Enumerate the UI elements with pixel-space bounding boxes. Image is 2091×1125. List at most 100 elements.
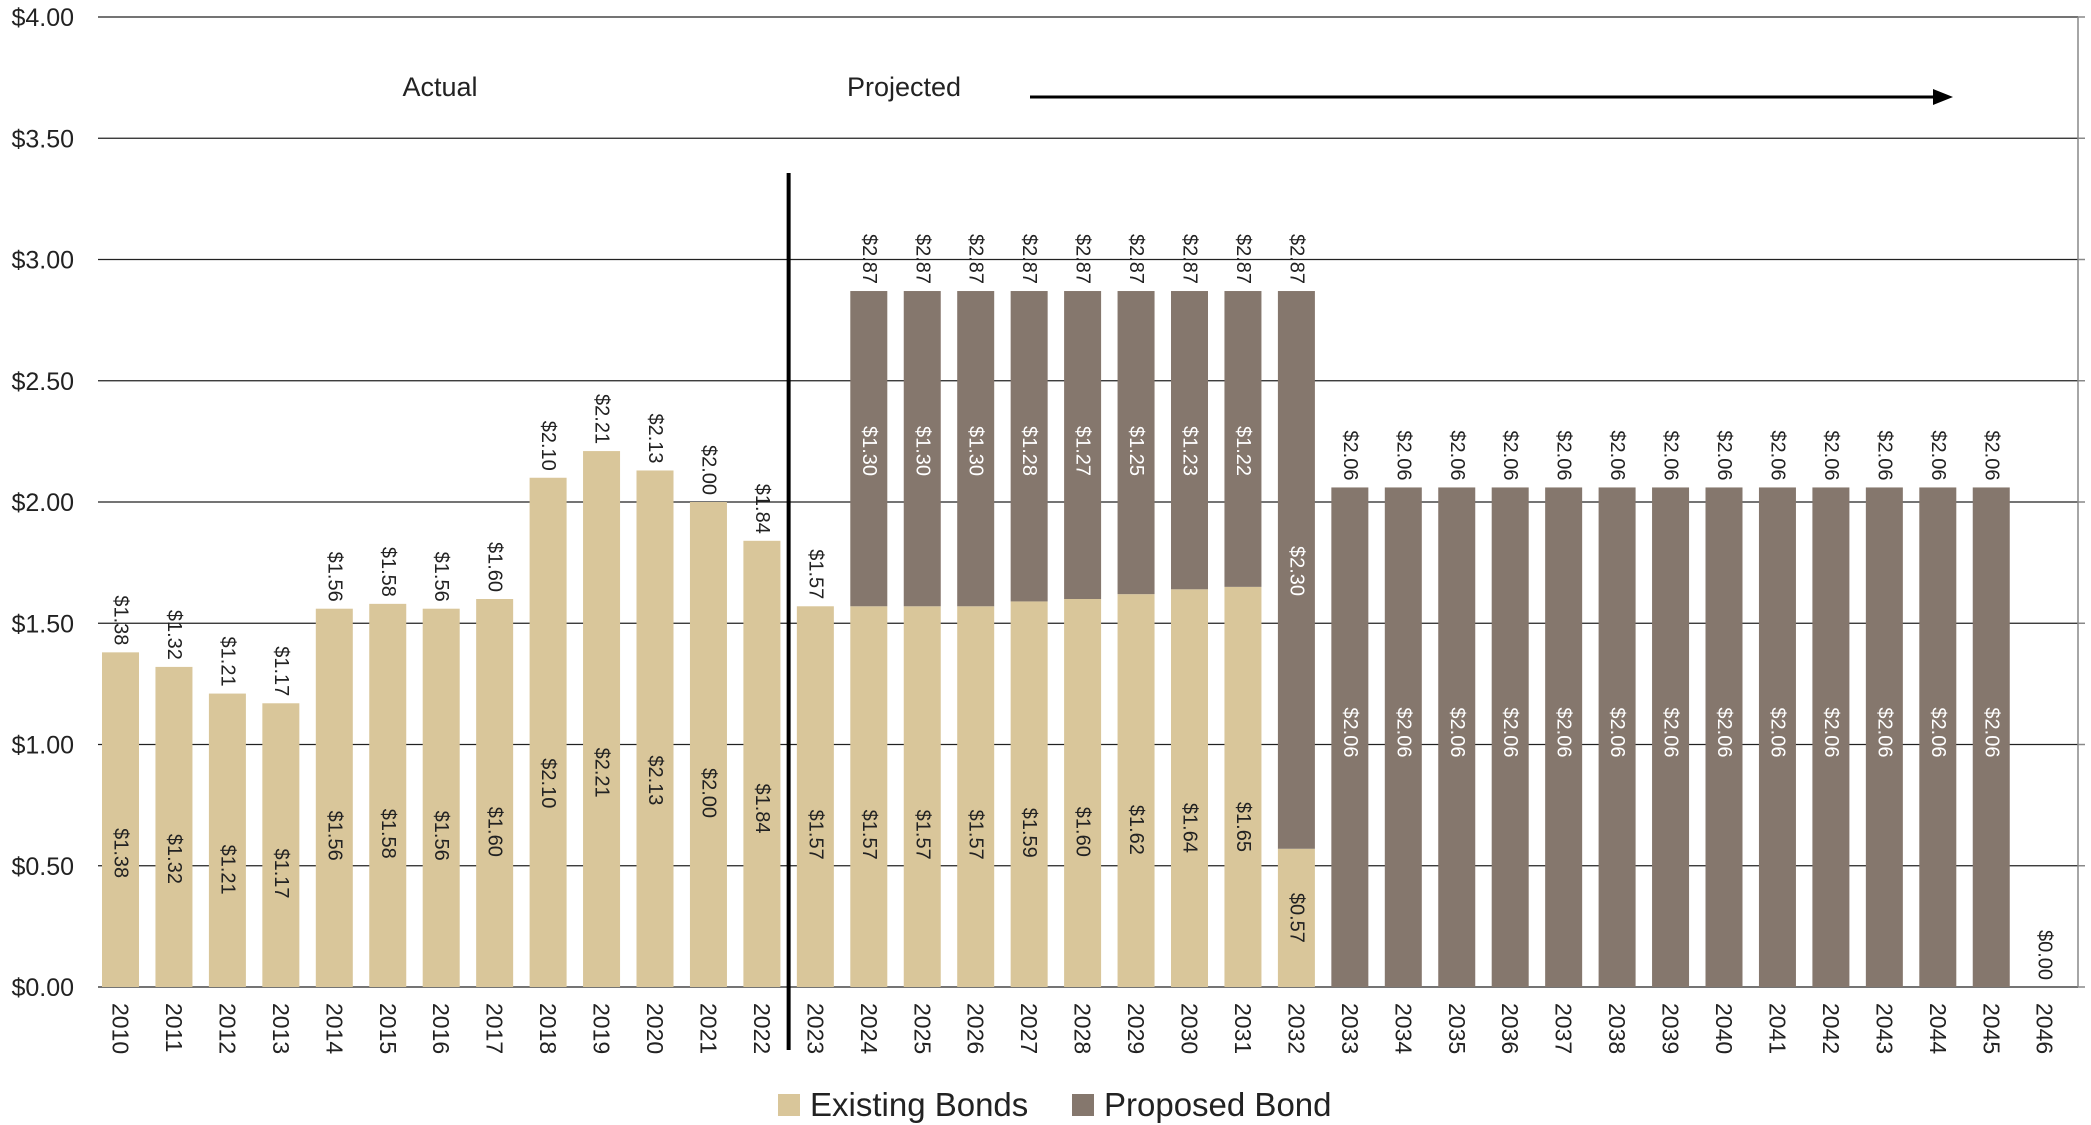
data-label-total: $1.56	[430, 552, 452, 602]
bar-existing-bonds	[1010, 601, 1048, 987]
x-tick-label: 2041	[1764, 1003, 1790, 1054]
y-tick-label: $4.00	[11, 4, 74, 32]
x-tick-label: 2026	[963, 1003, 989, 1054]
data-label-total: $1.60	[484, 542, 506, 592]
x-tick-label: 2025	[909, 1003, 935, 1054]
data-label-total: $2.21	[591, 394, 613, 444]
bar-existing-bonds	[743, 540, 781, 987]
x-tick-label: 2020	[642, 1003, 668, 1054]
legend-swatch-proposed	[1072, 1094, 1094, 1116]
bar-proposed-bond	[1010, 291, 1048, 602]
data-label-total: $2.10	[537, 421, 559, 471]
data-label-total: $2.06	[1339, 430, 1361, 480]
x-tick-label: 2023	[802, 1003, 828, 1054]
data-label-total: $2.87	[1125, 234, 1147, 284]
x-tick-label: 2032	[1283, 1003, 1309, 1054]
bar-proposed-bond	[1117, 291, 1155, 595]
data-label-total: $2.13	[644, 413, 666, 463]
bar-existing-bonds	[208, 693, 246, 987]
data-label-proposed: $2.06	[1873, 707, 1895, 757]
x-tick-label: 2042	[1818, 1003, 1844, 1054]
bar-existing-bonds	[1277, 848, 1315, 987]
bar-existing-bonds	[583, 451, 621, 987]
bar-existing-bonds	[529, 477, 567, 987]
data-label-existing: $1.57	[911, 810, 933, 860]
data-label-existing: $2.00	[697, 768, 719, 818]
x-tick-label: 2015	[375, 1003, 401, 1054]
x-tick-label: 2043	[1871, 1003, 1897, 1054]
x-tick-label: 2012	[214, 1003, 240, 1054]
data-label-proposed: $2.06	[1499, 707, 1521, 757]
bar-proposed-bond	[1064, 291, 1102, 599]
bar-proposed-bond	[1598, 487, 1636, 987]
x-tick-label: 2029	[1123, 1003, 1149, 1054]
bar-existing-bonds	[903, 606, 941, 987]
bar-proposed-bond	[1384, 487, 1422, 987]
bar-existing-bonds	[1171, 589, 1208, 987]
projection-arrow	[1030, 89, 1953, 105]
data-label-existing: $1.17	[270, 848, 292, 898]
bar-existing-bonds	[1064, 599, 1102, 987]
x-tick-label: 2013	[268, 1003, 294, 1054]
data-label-total: $2.87	[1232, 234, 1254, 284]
legend-swatch-existing	[778, 1094, 800, 1116]
bar-existing-bonds	[422, 608, 460, 987]
data-label-total: $2.06	[1446, 430, 1468, 480]
bar-existing-bonds	[262, 703, 300, 987]
data-label-proposed: $2.06	[1820, 707, 1842, 757]
data-label-proposed: $1.28	[1018, 426, 1040, 476]
bar-existing-bonds	[102, 652, 139, 987]
data-label-total: $2.06	[1499, 430, 1521, 480]
x-tick-label: 2027	[1016, 1003, 1042, 1054]
data-label-total: $2.06	[1392, 430, 1414, 480]
bar-proposed-bond	[1331, 487, 1369, 987]
data-label-existing: $1.56	[430, 811, 452, 861]
annotation-projected: Projected	[847, 72, 961, 102]
data-label-total: $1.32	[163, 610, 185, 660]
bar-proposed-bond	[1865, 487, 1903, 987]
data-label-total: $2.87	[1179, 234, 1201, 284]
x-tick-label: 2017	[482, 1003, 508, 1054]
data-label-total: $0.00	[2034, 930, 2056, 980]
bar-existing-bonds	[315, 608, 353, 987]
x-tick-label: 2045	[1978, 1003, 2004, 1054]
bar-proposed-bond	[1758, 487, 1796, 987]
data-label-proposed: $2.30	[1285, 546, 1307, 596]
data-label-total: $2.87	[1285, 234, 1307, 284]
data-label-total: $1.84	[751, 484, 773, 534]
data-label-total: $2.87	[1072, 234, 1094, 284]
data-label-existing: $1.32	[163, 834, 185, 884]
x-tick-label: 2016	[428, 1003, 454, 1054]
bar-existing-bonds	[636, 470, 674, 988]
data-label-total: $1.21	[216, 637, 238, 687]
data-label-proposed: $1.30	[911, 426, 933, 476]
data-label-total: $1.17	[270, 646, 292, 696]
data-label-total: $2.06	[1553, 430, 1575, 480]
y-tick-label: $2.50	[11, 368, 74, 396]
data-label-proposed: $1.30	[965, 426, 987, 476]
y-tick-label: $0.00	[11, 974, 74, 1002]
data-label-existing: $0.57	[1285, 893, 1307, 943]
data-label-total: $2.87	[1018, 234, 1040, 284]
x-tick-label: 2044	[1925, 1003, 1951, 1054]
bar-proposed-bond	[957, 291, 995, 607]
legend: Existing Bonds Proposed Bond	[778, 1086, 1332, 1123]
data-label-proposed: $2.06	[1392, 707, 1414, 757]
x-tick-label: 2034	[1390, 1003, 1416, 1054]
x-tick-label: 2036	[1497, 1003, 1523, 1054]
data-label-existing: $1.58	[377, 809, 399, 859]
y-tick-label: $2.00	[11, 489, 74, 517]
x-tick-label: 2033	[1337, 1003, 1363, 1054]
bar-proposed-bond	[1652, 487, 1690, 987]
data-label-existing: $1.56	[323, 811, 345, 861]
x-tick-label: 2022	[749, 1003, 775, 1054]
data-label-total: $2.87	[911, 234, 933, 284]
data-label-existing: $1.21	[216, 845, 238, 895]
bar-proposed-bond	[1812, 487, 1850, 987]
bar-proposed-bond	[1171, 291, 1208, 590]
data-label-total: $2.06	[1766, 430, 1788, 480]
x-tick-label: 2039	[1658, 1003, 1684, 1054]
bar-proposed-bond	[1972, 487, 2010, 987]
data-label-existing: $1.57	[965, 810, 987, 860]
bar-proposed-bond	[1919, 487, 1957, 987]
